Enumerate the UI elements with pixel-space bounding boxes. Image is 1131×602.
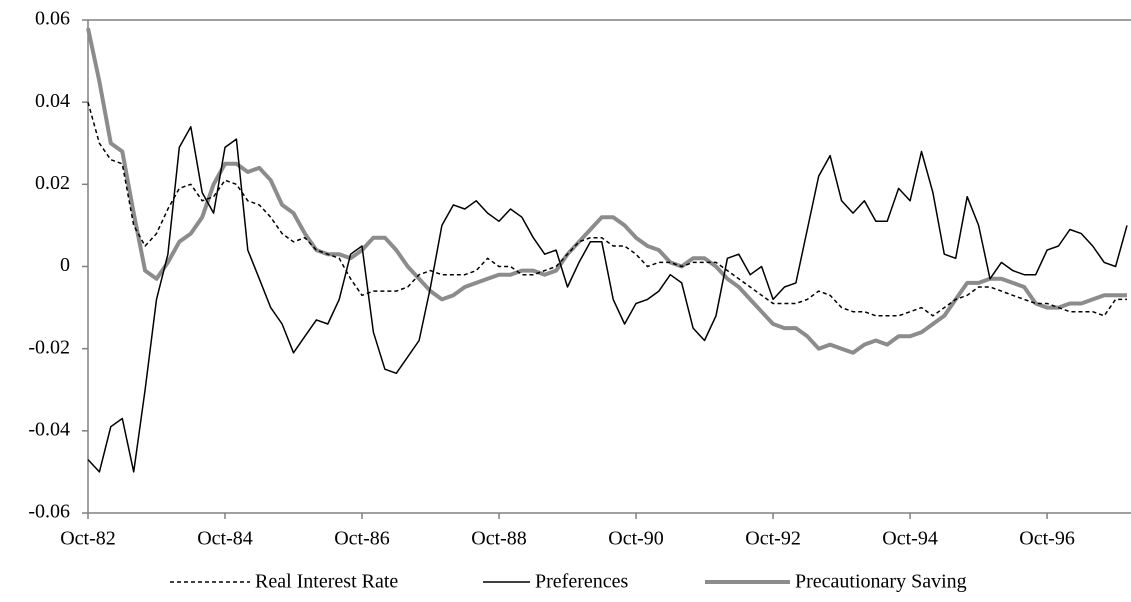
y-tick-label: -0.02 — [28, 336, 70, 358]
series-line — [87, 126, 1128, 473]
legend-label: Real Interest Rate — [255, 571, 398, 593]
y-tick-label: 0.06 — [35, 8, 70, 30]
x-tick-label: Oct-86 — [334, 528, 390, 550]
y-tick-label: 0 — [60, 254, 70, 276]
series-line — [86, 27, 1127, 355]
y-tick-label: 0.04 — [35, 90, 70, 112]
x-tick-label: Oct-94 — [882, 528, 938, 550]
legend-label: Preferences — [535, 571, 628, 593]
legend-label: Precautionary Saving — [795, 571, 967, 593]
series-line — [87, 101, 1127, 317]
x-tick-label: Oct-90 — [608, 528, 664, 550]
x-tick-label: Oct-96 — [1019, 528, 1075, 550]
y-tick-label: -0.04 — [28, 418, 70, 440]
x-tick-label: Oct-82 — [60, 528, 116, 550]
y-tick-label: 0.02 — [35, 172, 70, 194]
x-tick-label: Oct-92 — [745, 528, 801, 550]
x-tick-label: Oct-88 — [471, 528, 527, 550]
y-tick-label: -0.06 — [28, 501, 70, 523]
x-tick-label: Oct-84 — [197, 528, 253, 550]
